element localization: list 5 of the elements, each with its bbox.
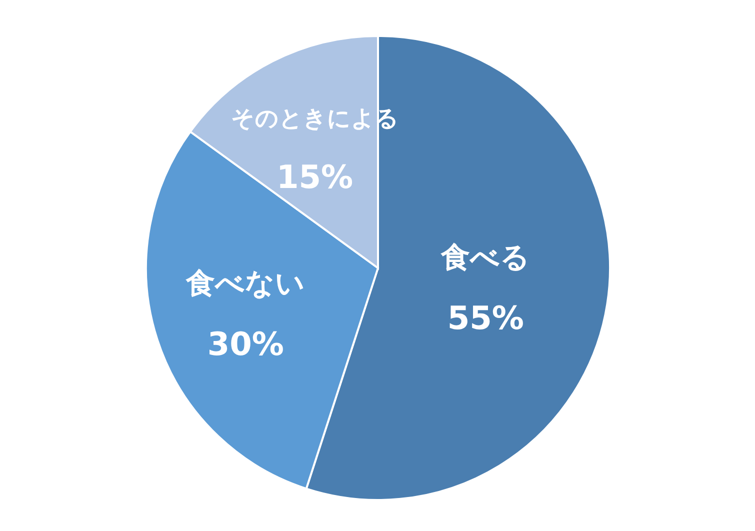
data-label: 30% bbox=[207, 325, 284, 364]
slice-label: 食べる bbox=[440, 240, 530, 274]
slice-label: 食べない bbox=[185, 266, 306, 300]
data-label: 15% bbox=[276, 158, 354, 196]
data-label: 55% bbox=[447, 299, 524, 338]
